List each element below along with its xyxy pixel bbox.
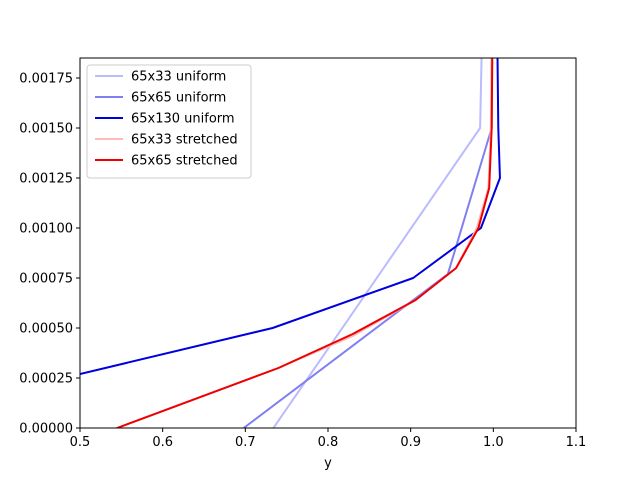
series-line-65x65-uniform <box>243 58 493 428</box>
legend-label: 65x65 uniform <box>131 91 226 106</box>
x-tick-label: 0.8 <box>318 435 339 450</box>
series-layer <box>80 58 501 428</box>
legend-label: 65x65 stretched <box>131 154 238 169</box>
legend-label: 65x33 uniform <box>131 70 226 85</box>
y-tick-label: 0.00025 <box>19 372 73 387</box>
x-tick-label: 0.9 <box>400 435 421 450</box>
y-tick-label: 0.00150 <box>19 122 73 137</box>
legend-label: 65x33 stretched <box>131 133 238 148</box>
x-axis-label: y <box>324 456 332 471</box>
y-axis: 0.00000 0.00025 0.00050 0.00075 0.00100 0.001… <box>19 72 80 437</box>
legend-box <box>86 64 252 179</box>
x-tick-label: 0.5 <box>70 435 91 450</box>
y-tick-label: 0.00175 <box>19 72 73 87</box>
series-line-65x65-stretched <box>115 58 494 428</box>
legend-label: 65x130 uniform <box>131 112 235 127</box>
x-tick-label: 1.0 <box>483 435 504 450</box>
y-tick-label: 0.00075 <box>19 272 73 287</box>
legend: 65x33 uniform 65x65 uniform 65x130 uniform… <box>86 64 252 179</box>
y-tick-label: 0.00125 <box>19 172 73 187</box>
x-tick-label: 0.7 <box>235 435 256 450</box>
y-tick-label: 0.00050 <box>19 322 73 337</box>
x-axis: 0.5 0.6 0.7 0.8 0.9 1.0 1.1 <box>70 428 587 450</box>
series-line-65x33-uniform <box>272 58 483 428</box>
y-tick-label: 0.00100 <box>19 222 73 237</box>
x-tick-label: 1.1 <box>566 435 587 450</box>
series-line-65x130-uniform <box>80 58 501 376</box>
y-tick-label: 0.00000 <box>19 422 73 437</box>
x-tick-label: 0.6 <box>152 435 173 450</box>
